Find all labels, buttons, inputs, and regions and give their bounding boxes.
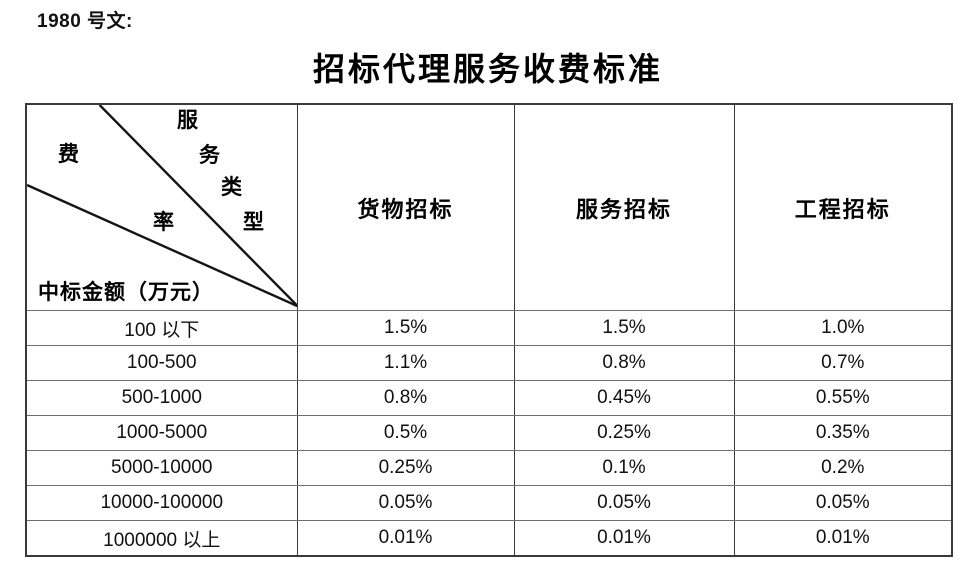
header-row: 服 务 类 型 费 率 中标金额（万元） 货物招标 服务招标 工程招标 [25,103,953,311]
amount-range-cell: 500-1000 [25,380,298,416]
corner-label-service-type-char: 型 [243,210,264,234]
rate-cell-services: 0.45% [513,380,735,416]
corner-label-service-type-char: 服 [177,108,198,132]
rate-cell-services: 0.8% [513,345,735,381]
rate-cell-goods: 0.8% [296,380,515,416]
rate-cell-goods: 1.1% [296,345,515,381]
amount-range-cell: 10000-100000 [25,485,298,521]
rate-cell-engineering: 0.35% [733,415,953,451]
corner-header-cell: 服 务 类 型 费 率 中标金额（万元） [25,103,298,311]
table-row: 1000000 以上 0.01% 0.01% 0.01% [25,520,953,557]
page-title: 招标代理服务收费标准 [312,51,663,87]
column-header-engineering: 工程招标 [733,103,953,311]
rate-cell-goods: 0.01% [296,520,515,557]
rate-cell-services: 0.1% [513,450,735,486]
rate-cell-goods: 0.25% [296,450,515,486]
table-row: 1000-5000 0.5% 0.25% 0.35% [25,415,953,451]
rate-cell-engineering: 0.05% [733,485,953,521]
amount-range-cell: 5000-10000 [25,450,298,486]
table-row: 100-500 1.1% 0.8% 0.7% [25,345,953,381]
rate-cell-services: 0.01% [513,520,735,557]
column-header-goods: 货物招标 [296,103,515,311]
table-row: 500-1000 0.8% 0.45% 0.55% [25,380,953,416]
fee-table-body: 100 以下 1.5% 1.5% 1.0% 100-500 1.1% 0.8% … [25,310,953,557]
rate-cell-goods: 1.5% [296,310,515,346]
table-row: 10000-100000 0.05% 0.05% 0.05% [25,485,953,521]
rate-cell-services: 1.5% [513,310,735,346]
table-row: 5000-10000 0.25% 0.1% 0.2% [25,450,953,486]
amount-range-cell: 1000000 以上 [25,520,298,557]
corner-label-rate-char: 费 [58,142,79,166]
rate-cell-engineering: 0.2% [733,450,953,486]
rate-cell-engineering: 1.0% [733,310,953,346]
rate-cell-services: 0.25% [513,415,735,451]
rate-cell-engineering: 0.55% [733,380,953,416]
rate-cell-engineering: 0.01% [733,520,953,557]
fee-table: 服 务 类 型 费 率 中标金额（万元） 货物招标 服务招标 工程招标 100 … [25,103,953,557]
amount-range-cell: 1000-5000 [25,415,298,451]
corner-label-amount: 中标金额（万元） [38,280,214,304]
corner-label-service-type-char: 类 [221,175,242,199]
doc-reference: 1980 号文: [37,11,133,32]
amount-range-cell: 100 以下 [25,310,298,346]
rate-cell-services: 0.05% [513,485,735,521]
rate-cell-engineering: 0.7% [733,345,953,381]
rate-cell-goods: 0.5% [296,415,515,451]
table-row: 100 以下 1.5% 1.5% 1.0% [25,310,953,346]
diagonal-divider-lines [27,105,296,307]
corner-label-rate-char: 率 [153,210,174,234]
corner-label-service-type-char: 务 [199,143,220,167]
amount-range-cell: 100-500 [25,345,298,381]
column-header-services: 服务招标 [513,103,735,311]
rate-cell-goods: 0.05% [296,485,515,521]
